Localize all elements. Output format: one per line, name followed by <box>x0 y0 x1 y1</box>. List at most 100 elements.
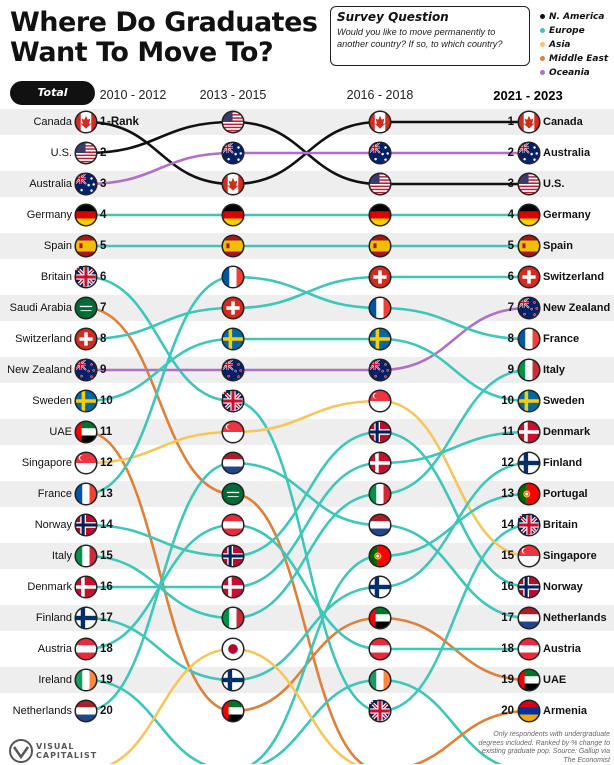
flag-fill <box>369 204 391 226</box>
chart-title: Where Do Graduates Want To Move To? <box>10 7 318 68</box>
flag-shape <box>369 483 376 505</box>
flag-shape <box>518 585 540 588</box>
flag-shape <box>533 159 535 161</box>
rank-number-left: 2 <box>100 147 106 159</box>
legend-item-n-america: N. America <box>540 10 608 24</box>
flag-fill <box>369 483 391 505</box>
flag-border <box>74 420 98 444</box>
flag-border <box>368 265 392 289</box>
flag-shape <box>518 302 529 303</box>
norway-flag-icon <box>74 513 98 537</box>
flag-border <box>517 203 541 227</box>
country-label-left-netherlands: Netherlands <box>13 705 73 717</box>
portugal-flag-icon <box>517 482 541 506</box>
flag-border <box>74 296 98 320</box>
italy-flag-icon <box>517 358 541 382</box>
rank-number-right: 14 <box>501 519 514 531</box>
flag-shape <box>518 147 529 148</box>
flag-shape <box>75 148 97 150</box>
flag-shape <box>518 523 540 526</box>
flag-border <box>517 513 541 537</box>
flag-border <box>221 234 245 258</box>
singapore-flag-icon <box>517 544 541 568</box>
flag-shape <box>238 173 244 195</box>
britain-flag-icon <box>518 514 540 536</box>
rank-number-right: 1 <box>508 116 515 128</box>
singapore-flag-icon <box>74 451 98 475</box>
period-header-2016-2018: 2016 - 2018 <box>346 88 414 102</box>
flag-shape <box>75 585 97 589</box>
sweden-flag-icon <box>368 327 392 351</box>
flag-shape <box>75 158 97 160</box>
rank-line-sweden <box>84 337 531 403</box>
flag-fill <box>369 111 391 133</box>
flag-shape <box>222 459 244 466</box>
flag-shape <box>75 156 97 158</box>
legend-label: N. America <box>549 12 605 22</box>
flag-border <box>517 451 541 475</box>
flag-shape <box>75 235 97 241</box>
flag-shape <box>75 211 97 218</box>
flag-shape <box>90 669 97 691</box>
flag-shape <box>93 369 95 371</box>
flag-shape <box>369 211 391 218</box>
flag-border <box>74 451 98 475</box>
flag-shape <box>369 111 375 133</box>
flag-shape <box>524 313 526 315</box>
rank-number-right: 13 <box>501 488 514 500</box>
netherlands-flag-icon <box>74 699 98 723</box>
canada-flag-icon <box>517 110 541 134</box>
flag-fill <box>518 669 540 691</box>
flag-shape <box>369 514 391 521</box>
rank-lines <box>84 120 531 764</box>
flag-border <box>368 544 392 568</box>
flag-shape <box>75 364 86 365</box>
rank-line-japan <box>108 647 358 764</box>
flag-shape <box>518 483 527 505</box>
flag-shape <box>222 130 244 132</box>
flag-shape <box>222 219 244 226</box>
country-label-right-netherlands: Netherlands <box>543 612 607 624</box>
flag-shape <box>369 521 391 528</box>
flag-shape <box>369 638 391 645</box>
flag-shape <box>369 585 391 589</box>
flag-fill <box>369 576 391 598</box>
flag-shape <box>228 158 230 160</box>
country-label-right-france: France <box>543 333 579 345</box>
country-label-right-spain: Spain <box>543 240 573 252</box>
flag-shape <box>222 337 244 341</box>
flag-shape <box>222 514 244 521</box>
rank-number-right: 10 <box>501 395 514 407</box>
flag-border <box>221 668 245 692</box>
flag-fill <box>75 297 97 319</box>
flag-shape <box>369 545 378 567</box>
rank-number-right: 6 <box>508 271 514 283</box>
country-label-right-switzerland: Switzerland <box>543 271 604 283</box>
italy-flag-icon <box>368 482 392 506</box>
flag-shape <box>518 461 540 465</box>
flag-shape <box>382 370 384 372</box>
flag-shape <box>533 301 535 303</box>
netherlands-flag-icon <box>368 513 392 537</box>
finland-flag-icon <box>221 668 245 692</box>
sweden-flag-icon <box>221 327 245 351</box>
flag-shape <box>387 369 389 371</box>
rank-number-left: 9 <box>100 364 106 376</box>
flag-shape <box>369 607 376 629</box>
flag-shape <box>518 715 540 722</box>
rank-number-right: 5 <box>508 240 515 252</box>
flag-shape <box>222 124 244 126</box>
country-label-left-ireland: Ireland <box>38 674 72 686</box>
flag-shape <box>518 359 525 381</box>
total-tab[interactable]: Total <box>10 81 95 105</box>
rank-number-right: 16 <box>501 581 514 593</box>
flag-shape <box>369 179 391 181</box>
country-label-left-uae: UAE <box>49 426 72 438</box>
flag-fill <box>518 576 540 598</box>
country-label-right-new-zealand: New Zealand <box>543 302 610 314</box>
rank-line-australia <box>84 151 531 186</box>
flag-shape <box>75 150 97 152</box>
country-label-right-portugal: Portugal <box>543 488 588 500</box>
country-label-right-austria: Austria <box>543 643 582 655</box>
singapore-flag-icon <box>221 420 245 444</box>
